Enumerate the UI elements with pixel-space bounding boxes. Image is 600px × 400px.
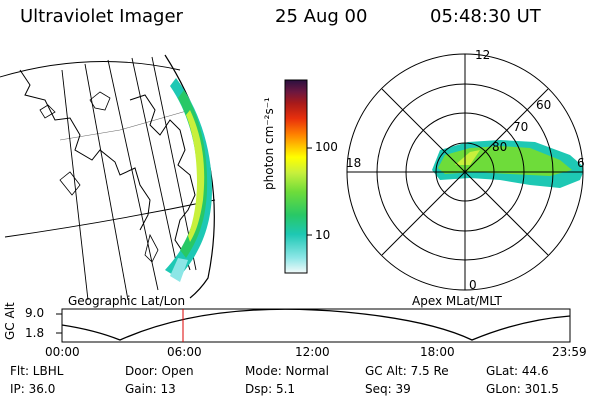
instrument-title: Ultraviolet Imager [20,6,183,27]
mlt-label-6: 6 [577,156,585,170]
colorbar [284,79,308,274]
mlat-label-70: 70 [513,120,529,134]
info-flt: Flt: LBHL [10,364,64,378]
info-mode: Mode: Normal [245,364,329,378]
timeline-ytick-9: 9.0 [25,306,45,320]
mlat-label-80: 80 [492,140,508,154]
colorbar-tick-100: 100 [315,140,338,154]
mlt-label-18: 18 [346,156,362,170]
timeline-xtick: 23:59 [552,345,587,359]
timeline-ytick-1.8: 1.8 [25,326,45,340]
colorbar-label: photon cm⁻²s⁻¹ [262,97,276,190]
timeline-xtick: 00:00 [45,345,80,359]
polar-panel-label: Apex MLat/MLT [412,294,502,308]
altitude-timeline [56,308,571,343]
timeline-xtick: 18:00 [420,345,455,359]
info-glon: GLon: 301.5 [486,382,559,396]
mlt-label-0: 0 [469,278,477,292]
geographic-map [0,54,216,300]
timeline-xtick: 06:00 [167,345,202,359]
info-gc-alt: GC Alt: 7.5 Re [365,364,449,378]
info-glat: GLat: 44.6 [486,364,549,378]
colorbar-tick-10: 10 [315,228,331,242]
timeline-ylabel: GC Alt [3,302,17,340]
mlat-label-60: 60 [536,98,552,112]
info-ip: IP: 36.0 [10,382,56,396]
timeline-xtick: 12:00 [295,345,330,359]
time-label: 05:48:30 UT [430,6,541,27]
polar-plot [346,53,584,291]
info-dsp: Dsp: 5.1 [245,382,296,396]
left-panel-label: Geographic Lat/Lon [68,294,186,308]
info-seq: Seq: 39 [365,382,411,396]
date-label: 25 Aug 00 [275,6,368,27]
mlt-label-12: 12 [475,48,491,62]
info-gain: Gain: 13 [125,382,176,396]
info-door: Door: Open [125,364,194,378]
